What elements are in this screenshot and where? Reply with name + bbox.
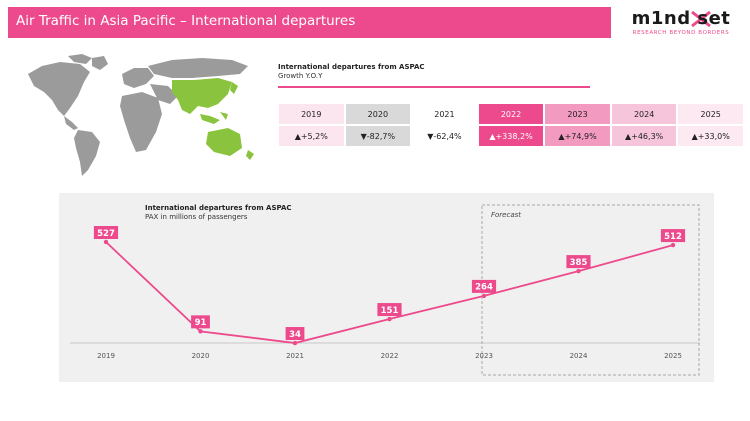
data-label: 512 — [664, 232, 682, 242]
logo-x-mark — [691, 10, 711, 28]
x-tick-label: 2022 — [381, 352, 399, 360]
chart-title: International departures from ASPAC — [145, 204, 292, 212]
data-label: 527 — [97, 229, 115, 239]
growth-year-cell: 2021 — [412, 104, 477, 124]
data-point — [387, 316, 392, 322]
header-bar: Air Traffic in Asia Pacific – Internatio… — [8, 7, 611, 38]
data-point — [292, 340, 298, 346]
data-point — [198, 329, 203, 334]
growth-year-cell: 2020 — [345, 104, 411, 124]
x-tick-label: 2024 — [570, 352, 588, 360]
data-label: 34 — [289, 330, 301, 340]
growth-value-cell: ▲+33,0% — [678, 126, 743, 146]
logo-wordmark: m1nd set — [631, 8, 731, 29]
data-point — [103, 239, 109, 245]
x-tick-label: 2019 — [97, 352, 115, 360]
growth-value-cell: ▲+46,3% — [611, 126, 677, 146]
brand-logo: m1nd set RESEARCH BEYOND BORDERS — [620, 8, 742, 42]
world-map-image — [28, 54, 254, 176]
data-label-box — [377, 303, 402, 317]
growth-table-subtitle: Growth Y.O.Y — [278, 72, 323, 80]
data-label-box — [93, 226, 119, 239]
x-tick-label: 2020 — [192, 352, 210, 360]
forecast-label: Forecast — [491, 211, 522, 219]
growth-table: 2019 2020 2021 2022 2023 2024 2025 ▲+5,2% ▼-82,7… — [279, 104, 743, 148]
growth-table-title: International departures from ASPAC — [278, 63, 425, 71]
data-label-box — [566, 255, 591, 269]
data-label: 151 — [381, 306, 399, 316]
data-label-box — [471, 279, 497, 293]
page-title: Air Traffic in Asia Pacific – Internatio… — [16, 13, 356, 29]
growth-year-cell: 2022 — [478, 104, 544, 124]
growth-value-cell: ▲+338,2% — [478, 126, 544, 146]
forecast-box — [481, 204, 700, 376]
growth-value-cell: ▼-62,4% — [412, 126, 477, 146]
data-label-box — [660, 229, 686, 243]
growth-year-cell: 2025 — [678, 104, 743, 124]
growth-value-cell: ▲+5,2% — [279, 126, 344, 146]
x-tick-label: 2023 — [475, 352, 493, 360]
title-underline — [278, 86, 590, 88]
growth-year-cell: 2023 — [545, 104, 610, 124]
x-tick-label: 2025 — [664, 352, 682, 360]
growth-year-cell: 2019 — [279, 104, 344, 124]
logo-tagline: RESEARCH BEYOND BORDERS — [632, 30, 730, 36]
data-label-box — [191, 315, 210, 329]
data-label: 91 — [195, 318, 207, 328]
data-point — [481, 293, 487, 299]
data-label: 385 — [570, 258, 588, 268]
growth-year-cell: 2024 — [611, 104, 677, 124]
growth-value-cell: ▲+74,9% — [545, 126, 610, 146]
chart-subtitle: PAX in millions of passengers — [145, 213, 248, 221]
data-point — [576, 268, 581, 274]
data-label: 264 — [475, 283, 493, 293]
data-label-box — [285, 327, 305, 341]
x-tick-label: 2021 — [286, 352, 304, 360]
growth-value-cell: ▼-82,7% — [345, 126, 411, 146]
chart-panel — [59, 193, 714, 382]
data-point — [670, 242, 676, 248]
